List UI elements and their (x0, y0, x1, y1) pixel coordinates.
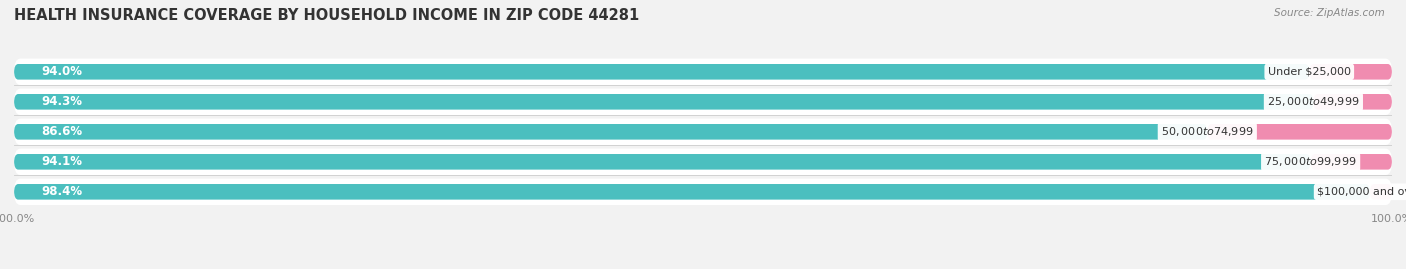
Text: $100,000 and over: $100,000 and over (1317, 187, 1406, 197)
FancyBboxPatch shape (14, 119, 1392, 145)
Text: Source: ZipAtlas.com: Source: ZipAtlas.com (1274, 8, 1385, 18)
FancyBboxPatch shape (14, 64, 1309, 80)
Text: Under $25,000: Under $25,000 (1268, 67, 1351, 77)
Text: $75,000 to $99,999: $75,000 to $99,999 (1264, 155, 1357, 168)
FancyBboxPatch shape (1313, 94, 1392, 109)
Text: 94.0%: 94.0% (42, 65, 83, 78)
FancyBboxPatch shape (14, 179, 1392, 205)
FancyBboxPatch shape (1309, 64, 1392, 80)
Text: 86.6%: 86.6% (42, 125, 83, 138)
Text: 98.4%: 98.4% (42, 185, 83, 198)
FancyBboxPatch shape (14, 124, 1208, 140)
Text: HEALTH INSURANCE COVERAGE BY HOUSEHOLD INCOME IN ZIP CODE 44281: HEALTH INSURANCE COVERAGE BY HOUSEHOLD I… (14, 8, 640, 23)
FancyBboxPatch shape (1369, 184, 1392, 200)
FancyBboxPatch shape (1208, 124, 1392, 140)
FancyBboxPatch shape (14, 59, 1392, 85)
Text: 94.1%: 94.1% (42, 155, 83, 168)
Text: 94.3%: 94.3% (42, 95, 83, 108)
FancyBboxPatch shape (14, 94, 1313, 109)
FancyBboxPatch shape (14, 89, 1392, 115)
Text: $25,000 to $49,999: $25,000 to $49,999 (1267, 95, 1360, 108)
FancyBboxPatch shape (14, 184, 1369, 200)
FancyBboxPatch shape (14, 154, 1310, 170)
FancyBboxPatch shape (14, 148, 1392, 175)
Text: $50,000 to $74,999: $50,000 to $74,999 (1161, 125, 1254, 138)
FancyBboxPatch shape (1310, 154, 1392, 170)
